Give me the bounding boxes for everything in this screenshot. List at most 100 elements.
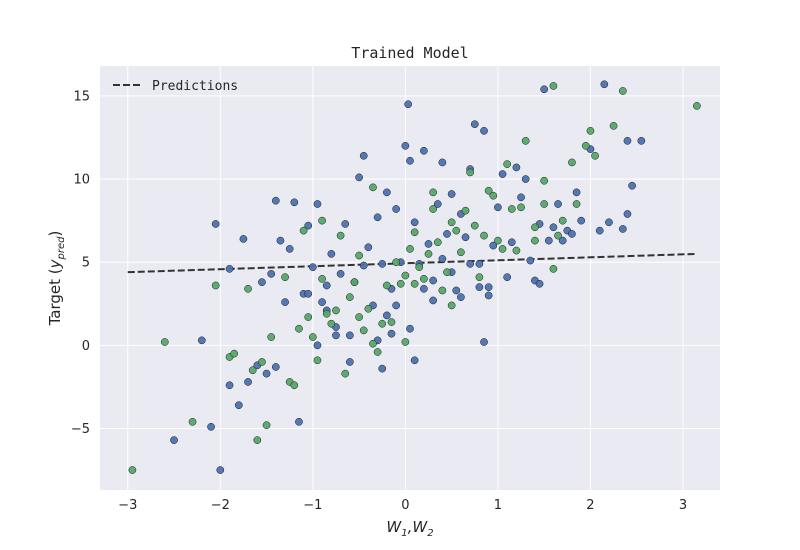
prediction-line-layer xyxy=(127,252,697,274)
data-point-green xyxy=(267,333,276,341)
data-point-green xyxy=(507,205,516,213)
data-point-blue xyxy=(623,136,632,145)
data-point-green xyxy=(244,284,252,293)
data-point-blue xyxy=(234,401,243,410)
data-point-blue xyxy=(322,281,331,290)
data-point-blue xyxy=(276,236,285,245)
data-point-green xyxy=(531,236,539,245)
data-point-blue xyxy=(517,193,525,202)
data-point-green xyxy=(350,278,359,287)
data-point-blue xyxy=(526,256,535,265)
data-point-green xyxy=(211,281,220,290)
data-point-green xyxy=(327,319,336,328)
data-point-blue xyxy=(410,218,419,227)
data-point-green xyxy=(540,200,549,208)
data-point-green xyxy=(581,141,590,150)
data-point-blue xyxy=(313,200,322,208)
data-point-green xyxy=(586,126,595,135)
data-point-blue xyxy=(258,278,266,287)
data-point-blue xyxy=(336,269,345,278)
data-point-blue xyxy=(410,356,419,365)
data-point-green xyxy=(433,238,442,247)
data-point-green xyxy=(549,265,558,273)
data-point-blue xyxy=(262,369,271,378)
data-point-blue xyxy=(318,298,326,306)
data-point-green xyxy=(318,216,326,225)
data-point-green xyxy=(396,279,405,288)
data-point-blue xyxy=(424,240,433,248)
data-point-blue xyxy=(438,158,447,167)
data-point-green xyxy=(540,176,549,185)
data-point-blue xyxy=(197,336,206,345)
data-point-blue xyxy=(332,331,340,340)
legend-label-predictions: Predictions xyxy=(152,79,238,94)
data-point-green xyxy=(410,279,419,288)
data-point-blue xyxy=(308,263,317,272)
data-point-blue xyxy=(572,188,581,197)
data-point-green xyxy=(299,226,308,235)
data-point-green xyxy=(693,102,701,110)
data-point-green xyxy=(258,358,266,366)
data-point-blue xyxy=(433,200,442,208)
data-point-green xyxy=(346,293,354,301)
data-point-green xyxy=(318,274,326,283)
data-point-green xyxy=(188,417,197,426)
data-point-green xyxy=(558,216,567,225)
data-point-blue xyxy=(225,265,234,273)
data-point-blue xyxy=(341,220,350,228)
data-point-green xyxy=(443,268,451,277)
data-point-green xyxy=(373,348,382,356)
data-point-green xyxy=(378,319,387,328)
data-point-blue xyxy=(285,245,294,253)
data-point-blue xyxy=(387,329,396,338)
data-point-blue xyxy=(498,170,507,178)
data-point-blue xyxy=(378,364,387,373)
data-point-green xyxy=(429,188,437,197)
x-tick-label: 0 xyxy=(401,498,409,513)
x-tick-label: −3 xyxy=(118,498,137,513)
data-point-green xyxy=(517,203,525,212)
data-point-blue xyxy=(480,338,488,346)
data-point-blue xyxy=(170,436,178,444)
data-point-blue xyxy=(383,188,391,197)
data-point-green xyxy=(313,356,322,365)
data-point-green xyxy=(160,338,169,346)
data-point-blue xyxy=(295,417,303,426)
data-point-blue xyxy=(392,301,400,310)
x-tick-label: 3 xyxy=(679,498,687,513)
data-point-green xyxy=(304,313,313,321)
data-point-green xyxy=(401,338,410,346)
plot-background xyxy=(100,66,720,490)
y-axis-label: Target (ypred) xyxy=(46,231,67,327)
data-point-blue xyxy=(452,286,461,295)
data-point-blue xyxy=(359,151,368,160)
data-point-green xyxy=(568,158,576,167)
data-point-blue xyxy=(327,250,336,258)
data-point-green xyxy=(355,313,363,321)
data-point-blue xyxy=(378,260,387,268)
data-point-blue xyxy=(618,225,627,233)
data-point-blue xyxy=(494,203,502,212)
data-point-green xyxy=(369,339,377,348)
data-point-green xyxy=(466,168,474,177)
data-point-blue xyxy=(461,233,470,242)
data-point-green xyxy=(253,436,262,444)
data-point-green xyxy=(420,274,428,283)
data-point-green xyxy=(429,205,437,213)
data-point-blue xyxy=(429,296,437,305)
data-point-blue xyxy=(267,269,276,278)
data-point-green xyxy=(475,273,484,282)
data-point-blue xyxy=(401,141,410,150)
data-point-green xyxy=(355,251,363,260)
data-point-green xyxy=(262,421,271,430)
chart-title: Trained Model xyxy=(351,44,468,62)
data-point-blue xyxy=(544,236,553,245)
x-tick-label: 1 xyxy=(494,498,502,513)
data-point-blue xyxy=(346,331,354,340)
data-point-green xyxy=(369,183,377,192)
data-point-blue xyxy=(271,196,280,205)
data-point-blue xyxy=(484,283,493,291)
data-point-green xyxy=(295,324,303,333)
data-point-blue xyxy=(239,235,248,243)
